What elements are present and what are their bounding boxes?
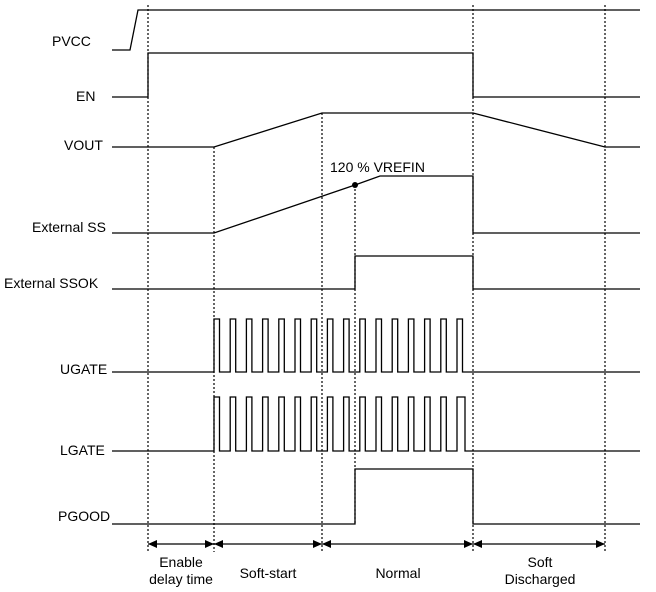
phase-soft-discharged-line2: Discharged [505,571,576,587]
waveform-pgood [112,468,640,525]
label-pvcc: PVCC [52,33,91,49]
phase-normal: Normal [375,565,420,581]
annotation-120-vrefin: 120 % VREFIN [330,159,425,175]
label-lgate: LGATE [60,442,105,458]
label-external-ssok: External SSOK [4,275,99,291]
waveform-pvcc [112,9,640,51]
label-external-ss: External SS [32,219,106,235]
waveform-ugate [112,318,640,373]
label-vout: VOUT [64,137,103,153]
label-en: EN [76,88,95,104]
phase-soft-discharged-line1: Soft [528,554,553,570]
phase-enable-delay-line1: Enable [159,554,203,570]
label-pgood: PGOOD [58,508,110,524]
phase-arrows [148,540,605,548]
waveform-external-ss [112,175,640,234]
label-ugate: UGATE [60,361,107,377]
waveform-vout [112,112,640,148]
waveform-lgate [112,396,640,452]
waveform-en [112,52,640,98]
phase-soft-start: Soft-start [240,565,297,581]
waveform-external-ssok [112,255,640,290]
phase-enable-delay-line2: delay time [149,571,213,587]
